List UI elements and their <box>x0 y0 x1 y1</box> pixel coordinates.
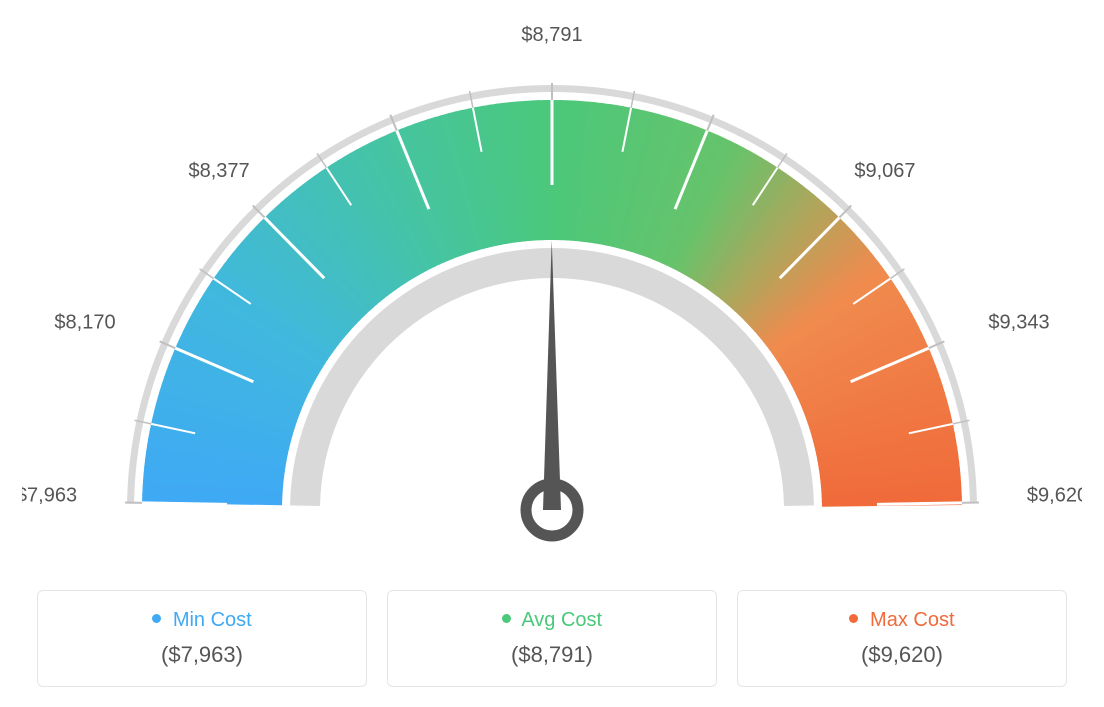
gauge-svg: $7,963 $8,170 $8,377 $8,791 $9,067 $9,343 $9,6… <box>22 20 1082 560</box>
avg-cost-label: Avg Cost <box>398 609 706 632</box>
avg-dot-icon <box>502 614 511 623</box>
avg-label-text: Avg Cost <box>521 609 602 631</box>
min-cost-value: ($7,963) <box>48 642 356 668</box>
gauge-tick-label: $9,067 <box>854 160 915 182</box>
gauge-tick-label: $8,791 <box>521 24 582 46</box>
max-cost-value: ($9,620) <box>748 642 1056 668</box>
gauge-tick-label: $7,963 <box>22 485 77 507</box>
gauge-tick-label: $8,377 <box>188 160 249 182</box>
min-label-text: Min Cost <box>173 609 252 631</box>
gauge-tick-label: $8,170 <box>54 311 115 333</box>
min-cost-label: Min Cost <box>48 609 356 632</box>
gauge-tick-label: $9,343 <box>988 311 1049 333</box>
gauge-tick-label: $9,620 <box>1027 485 1082 507</box>
max-label-text: Max Cost <box>870 609 954 631</box>
cost-summary-cards: Min Cost ($7,963) Avg Cost ($8,791) Max … <box>22 590 1082 687</box>
cost-gauge: $7,963 $8,170 $8,377 $8,791 $9,067 $9,343 $9,6… <box>22 20 1082 687</box>
min-dot-icon <box>152 614 161 623</box>
gauge-svg-container: $7,963 $8,170 $8,377 $8,791 $9,067 $9,343 $9,6… <box>22 20 1082 560</box>
avg-cost-card: Avg Cost ($8,791) <box>387 590 717 687</box>
max-cost-card: Max Cost ($9,620) <box>737 590 1067 687</box>
max-dot-icon <box>849 614 858 623</box>
avg-cost-value: ($8,791) <box>398 642 706 668</box>
min-cost-card: Min Cost ($7,963) <box>37 590 367 687</box>
gauge-needle <box>543 240 561 510</box>
max-cost-label: Max Cost <box>748 609 1056 632</box>
